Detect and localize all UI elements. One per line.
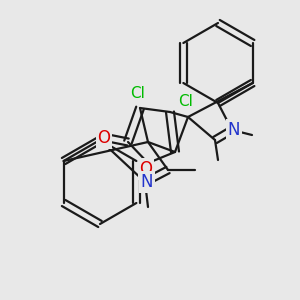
- Text: O: O: [98, 129, 110, 147]
- Text: N: N: [228, 121, 240, 139]
- Text: Cl: Cl: [178, 94, 194, 110]
- Text: Cl: Cl: [130, 86, 146, 101]
- Text: N: N: [141, 173, 153, 191]
- Text: O: O: [140, 160, 152, 178]
